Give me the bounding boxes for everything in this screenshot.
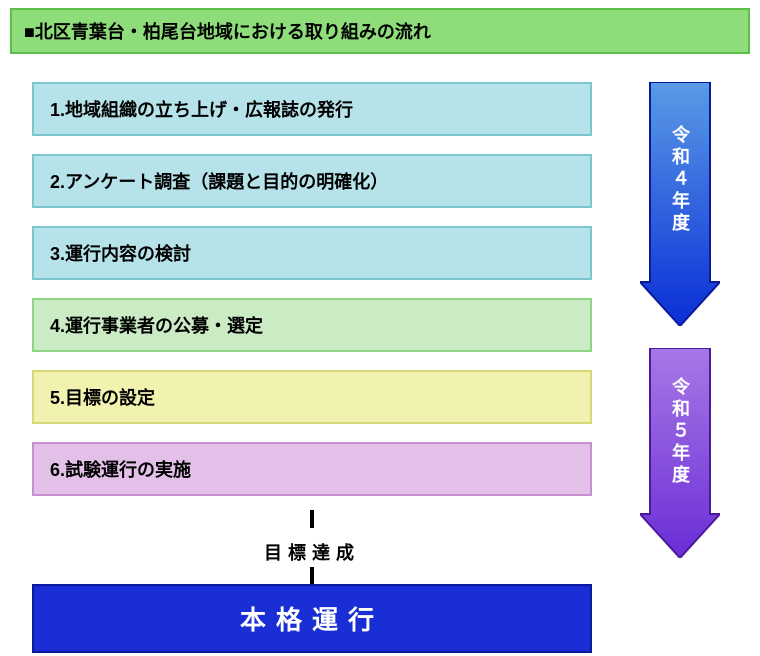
step-4: 4.運行事業者の公募・選定 [32, 298, 592, 352]
connector-line-top [32, 510, 592, 533]
side-arrow-reiwa5: 令和５年度 [640, 348, 720, 558]
step-5: 5.目標の設定 [32, 370, 592, 424]
step-6: 6.試験運行の実施 [32, 442, 592, 496]
header-bar: ■北区青葉台・柏尾台地域における取り組みの流れ [10, 8, 750, 54]
steps-list: 1.地域組織の立ち上げ・広報誌の発行 2.アンケート調査（課題と目的の明確化） 3.… [32, 82, 592, 602]
final-bar: 本格運行 [32, 584, 592, 653]
side-arrow-label: 令和５年度 [667, 377, 693, 487]
side-arrow-reiwa4: 令和４年度 [640, 82, 720, 326]
side-arrow-label: 令和４年度 [667, 125, 693, 235]
step-3: 3.運行内容の検討 [32, 226, 592, 280]
goal-label: 目標達成 [32, 539, 592, 565]
step-1: 1.地域組織の立ち上げ・広報誌の発行 [32, 82, 592, 136]
step-2: 2.アンケート調査（課題と目的の明確化） [32, 154, 592, 208]
